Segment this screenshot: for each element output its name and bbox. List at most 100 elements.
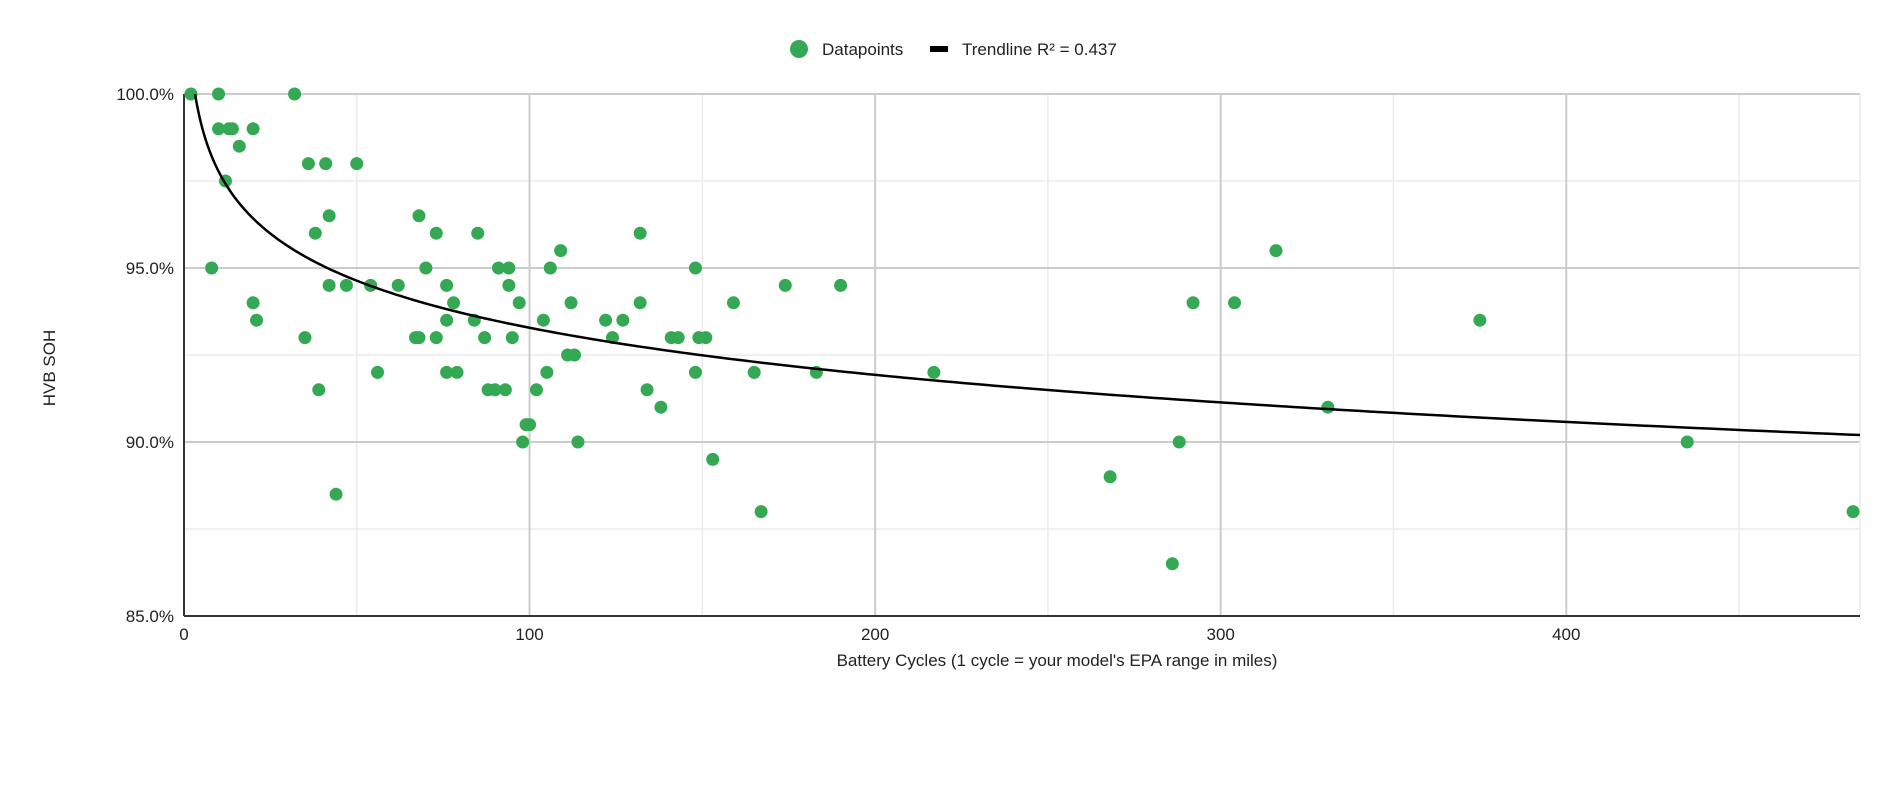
data-point <box>419 261 433 275</box>
data-point <box>540 365 554 379</box>
data-points <box>184 87 1860 571</box>
data-point <box>1269 244 1283 258</box>
y-tick-label: 100.0% <box>116 85 174 104</box>
data-point <box>491 261 505 275</box>
x-tick-label: 400 <box>1552 625 1580 644</box>
x-tick-label: 300 <box>1207 625 1235 644</box>
data-point <box>440 313 454 327</box>
data-point <box>232 139 246 153</box>
x-tick-labels: 0 100 200 300 400 <box>179 625 1580 644</box>
data-point <box>298 331 312 345</box>
data-point <box>554 244 568 258</box>
data-point <box>288 87 302 101</box>
data-point <box>308 226 322 240</box>
data-point <box>1846 505 1860 519</box>
data-point <box>322 209 336 223</box>
x-axis-title: Battery Cycles (1 cycle = your model's E… <box>837 651 1278 670</box>
data-point <box>440 365 454 379</box>
data-point <box>543 261 557 275</box>
data-point <box>322 278 336 292</box>
data-point <box>706 452 720 466</box>
data-point <box>688 261 702 275</box>
data-point <box>778 278 792 292</box>
data-point <box>371 365 385 379</box>
legend-datapoints-marker <box>790 40 808 58</box>
data-point <box>450 365 464 379</box>
data-point <box>1165 557 1179 571</box>
data-point <box>654 400 668 414</box>
data-point <box>633 226 647 240</box>
data-point <box>523 418 537 432</box>
data-point <box>312 383 326 397</box>
data-point <box>1321 400 1335 414</box>
data-point <box>246 122 260 136</box>
data-point <box>505 331 519 345</box>
data-point <box>447 296 461 310</box>
data-point <box>478 331 492 345</box>
data-point <box>571 435 585 449</box>
data-point <box>1103 470 1117 484</box>
x-tick-label: 100 <box>515 625 543 644</box>
data-point <box>502 261 516 275</box>
trendline <box>193 93 1861 437</box>
data-point <box>250 313 264 327</box>
data-point <box>516 435 530 449</box>
data-point <box>412 209 426 223</box>
data-point <box>498 383 512 397</box>
data-point <box>212 87 226 101</box>
legend-datapoints-label: Datapoints <box>822 40 903 59</box>
x-tick-label: 0 <box>179 625 188 644</box>
data-point <box>699 331 713 345</box>
data-point <box>329 487 343 501</box>
data-point <box>440 278 454 292</box>
y-tick-labels: 85.0% 90.0% 95.0% 100.0% <box>116 85 174 626</box>
grid-lines <box>184 93 1861 616</box>
legend: Datapoints Trendline R² = 0.437 <box>790 40 1117 59</box>
data-point <box>301 157 315 171</box>
data-point <box>1680 435 1694 449</box>
y-tick-label: 85.0% <box>126 607 174 626</box>
data-point <box>754 505 768 519</box>
data-point <box>567 348 581 362</box>
data-point <box>205 261 219 275</box>
data-point <box>726 296 740 310</box>
data-point <box>246 296 260 310</box>
data-point <box>564 296 578 310</box>
data-point <box>350 157 364 171</box>
data-point <box>429 226 443 240</box>
y-tick-label: 95.0% <box>126 259 174 278</box>
data-point <box>616 313 630 327</box>
data-point <box>1473 313 1487 327</box>
data-point <box>529 383 543 397</box>
data-point <box>429 331 443 345</box>
data-point <box>339 278 353 292</box>
legend-trendline-label: Trendline R² = 0.437 <box>962 40 1117 59</box>
legend-trendline-marker <box>930 46 948 52</box>
data-point <box>412 331 426 345</box>
data-point <box>488 383 502 397</box>
data-point <box>212 122 226 136</box>
data-point <box>225 122 239 136</box>
data-point <box>633 296 647 310</box>
data-point <box>747 365 761 379</box>
data-point <box>1186 296 1200 310</box>
x-tick-label: 200 <box>861 625 889 644</box>
data-point <box>502 278 516 292</box>
data-point <box>184 87 198 101</box>
data-point <box>927 365 941 379</box>
y-tick-label: 90.0% <box>126 433 174 452</box>
data-point <box>1228 296 1242 310</box>
data-point <box>319 157 333 171</box>
data-point <box>834 278 848 292</box>
data-point <box>536 313 550 327</box>
data-point <box>599 313 613 327</box>
data-point <box>471 226 485 240</box>
data-point <box>671 331 685 345</box>
data-point <box>1172 435 1186 449</box>
y-axis-title: HVB SOH <box>40 330 59 407</box>
data-point <box>512 296 526 310</box>
data-point <box>688 365 702 379</box>
axes <box>183 94 1860 617</box>
data-point <box>391 278 405 292</box>
